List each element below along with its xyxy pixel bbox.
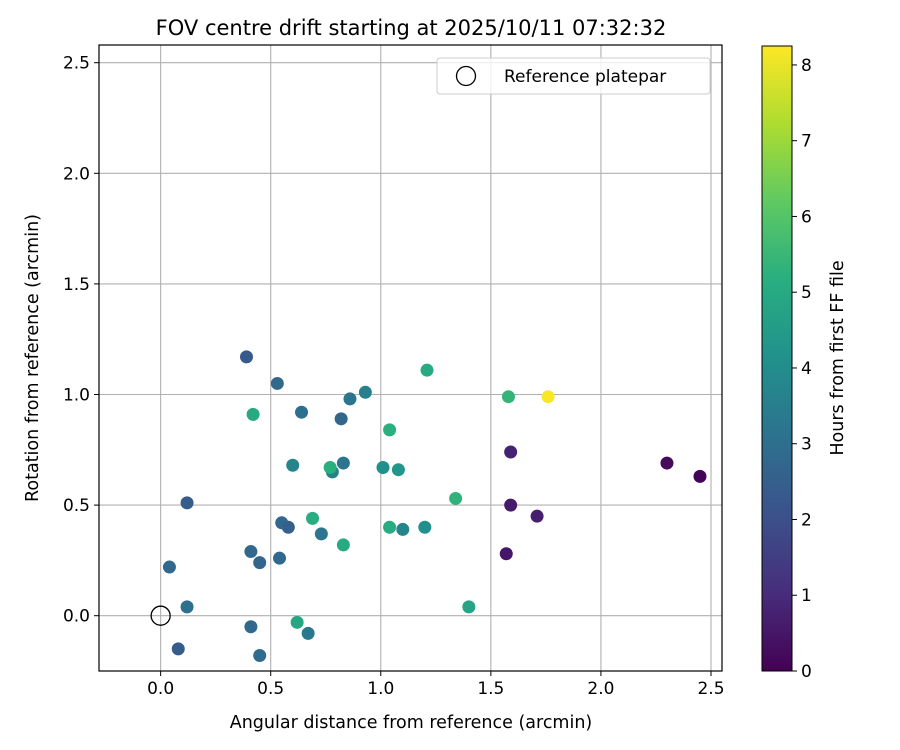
reference-marker: [150, 605, 171, 626]
data-point: [504, 498, 518, 512]
colorbar-tick-label: 2: [801, 510, 812, 530]
data-point: [462, 600, 476, 614]
colorbar-tick-label: 3: [801, 435, 812, 455]
legend-reference-marker: [455, 65, 477, 87]
plot-frame: [98, 44, 723, 672]
data-point: [501, 390, 515, 404]
data-point: [270, 376, 284, 390]
x-tick-label: 1.5: [477, 679, 504, 699]
data-point: [306, 511, 320, 525]
data-point: [323, 460, 337, 474]
data-point: [343, 392, 357, 406]
data-point: [504, 445, 518, 459]
x-tick-label: 2.0: [587, 679, 614, 699]
legend: Reference platepar: [436, 57, 711, 95]
legend-label: Reference platepar: [504, 67, 666, 87]
grid: [99, 45, 722, 671]
data-point: [180, 496, 194, 510]
data-point: [253, 649, 267, 663]
y-tick-label: 0.5: [63, 496, 90, 516]
data-point: [336, 456, 350, 470]
y-tick-label: 1.5: [63, 275, 90, 295]
legend-box: [436, 57, 711, 95]
data-point: [420, 363, 434, 377]
colorbar-tick-label: 4: [801, 359, 812, 379]
y-axis-ticks: 0.0 0.5 1.0 1.5 2.0 2.5: [63, 54, 99, 627]
data-point: [376, 460, 390, 474]
x-tick-label: 0.0: [147, 679, 174, 699]
data-point: [253, 556, 267, 570]
y-tick-label: 1.0: [63, 385, 90, 405]
data-point: [396, 522, 410, 536]
data-point: [290, 615, 304, 629]
x-tick-label: 1.0: [367, 679, 394, 699]
chart-title: FOV centre drift starting at 2025/10/11 …: [156, 16, 667, 40]
data-point: [244, 545, 258, 559]
data-point: [314, 527, 328, 541]
data-point: [418, 520, 432, 534]
data-point: [541, 390, 555, 404]
data-point: [295, 405, 309, 419]
colorbar: 0 1 2 3 4 5 6 7 8 Hours from first FF file: [761, 45, 848, 682]
colorbar-gradient: [761, 45, 793, 672]
x-axis-label: Angular distance from reference (arcmin): [230, 713, 593, 733]
x-axis-ticks: 0.0 0.5 1.0 1.5 2.0 2.5: [147, 671, 725, 699]
y-tick-label: 2.5: [63, 54, 90, 74]
reference-point: [150, 605, 171, 626]
data-point: [660, 456, 674, 470]
colorbar-label: Hours from first FF file: [828, 260, 848, 455]
data-point: [281, 520, 295, 534]
colorbar-tick-label: 1: [801, 586, 812, 606]
colorbar-ticks: 0 1 2 3 4 5 6 7 8: [792, 56, 812, 682]
y-axis-label: Rotation from reference (arcmin): [23, 214, 43, 502]
x-tick-label: 0.5: [257, 679, 284, 699]
data-point: [239, 350, 253, 364]
data-point: [530, 509, 544, 523]
data-point: [301, 626, 315, 640]
data-point: [449, 491, 463, 505]
data-point: [286, 458, 300, 472]
colorbar-tick-label: 7: [801, 132, 812, 152]
data-point: [273, 551, 287, 565]
x-tick-label: 2.5: [697, 679, 724, 699]
data-point: [246, 407, 260, 421]
data-point: [171, 642, 185, 656]
y-tick-label: 2.0: [63, 164, 90, 184]
data-point: [358, 385, 372, 399]
colorbar-tick-label: 0: [801, 662, 812, 682]
data-point: [180, 600, 194, 614]
data-point: [383, 423, 397, 437]
data-points: [162, 350, 707, 663]
data-point: [383, 520, 397, 534]
colorbar-tick-label: 6: [801, 207, 812, 227]
y-tick-label: 0.0: [63, 607, 90, 627]
data-point: [244, 620, 258, 634]
data-point: [391, 463, 405, 477]
data-point: [336, 538, 350, 552]
colorbar-tick-label: 5: [801, 283, 812, 303]
data-point: [334, 412, 348, 426]
colorbar-tick-label: 8: [801, 56, 812, 76]
data-point: [162, 560, 176, 574]
data-point: [499, 547, 513, 561]
data-point: [693, 469, 707, 483]
